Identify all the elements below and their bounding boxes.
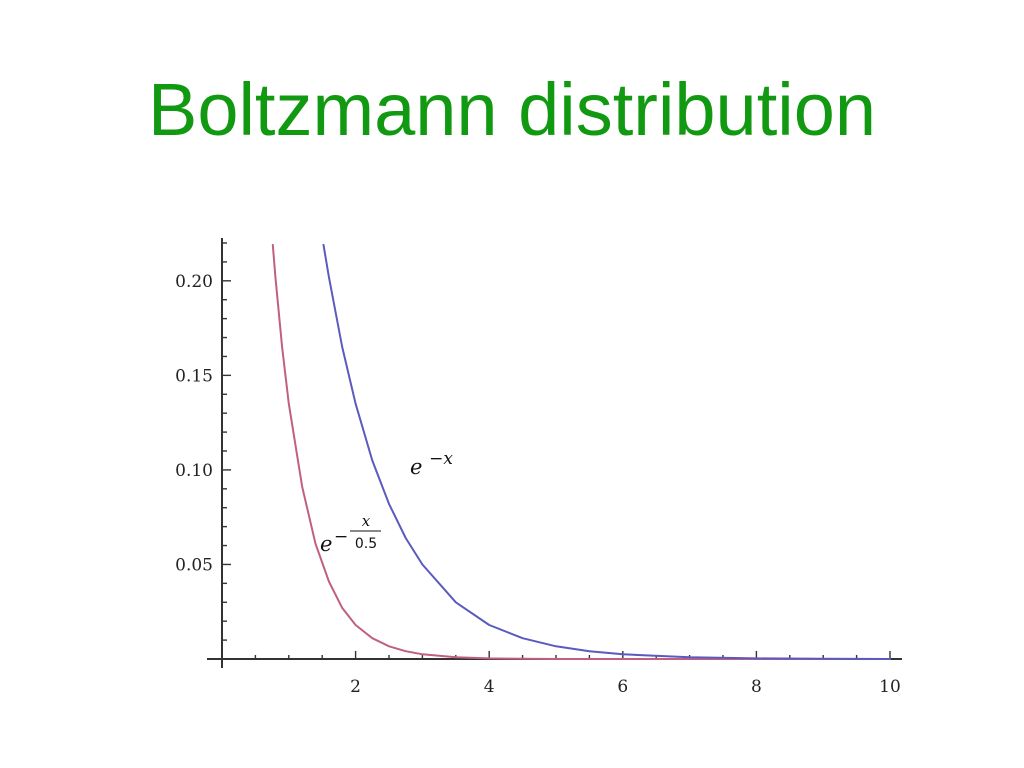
y-tick-label: 0.20 <box>175 272 213 292</box>
annotation-exp-half-denominator: 0.5 <box>355 536 377 552</box>
annotation-exp-half-numerator: x <box>362 512 371 530</box>
annotation-exp-neg-x-exponent: −x <box>429 449 453 469</box>
chart-axes <box>207 238 902 668</box>
annotation-exp-neg-x-over-half: e − x 0.5 <box>320 512 381 556</box>
y-tick-label: 0.15 <box>175 366 213 386</box>
series-line-exp-neg-x <box>322 243 891 660</box>
chart-series <box>271 243 891 660</box>
y-tick-label: 0.10 <box>175 461 213 481</box>
annotation-exp-neg-x: e −x <box>410 449 453 479</box>
x-tick-label: 10 <box>879 677 901 697</box>
annotation-exp-half-base: e <box>320 532 332 556</box>
x-tick-label: 8 <box>751 677 762 697</box>
x-tick-label: 2 <box>350 677 361 697</box>
chart-tick-labels: 2 4 6 8 10 0.05 0.10 0.15 0.20 <box>175 272 901 697</box>
annotation-exp-neg-x-base: e <box>410 455 422 479</box>
annotation-exp-half-sign: − <box>334 527 348 547</box>
x-tick-label: 4 <box>484 677 495 697</box>
x-tick-label: 6 <box>617 677 628 697</box>
slide-title: Boltzmann distribution <box>147 68 877 151</box>
series-line-exp-neg-x-over-half <box>271 243 891 660</box>
chart-ticks <box>222 242 891 659</box>
y-tick-label: 0.05 <box>175 555 213 575</box>
